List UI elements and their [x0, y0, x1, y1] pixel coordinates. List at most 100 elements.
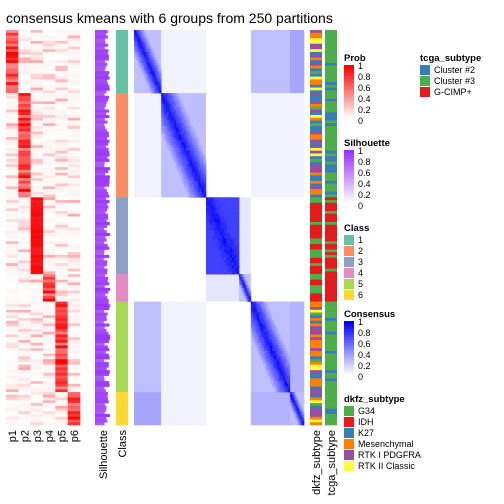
- consensus-cell: [168, 134, 170, 138]
- consensus-cell: [164, 120, 167, 124]
- consensus-cell: [203, 164, 206, 168]
- tcga-subtype-cell: [325, 216, 337, 220]
- silhouette-legend-tick: 1: [358, 146, 363, 156]
- prob-cell: [6, 158, 19, 162]
- consensus-cell: [142, 38, 144, 42]
- consensus-cell: [272, 328, 274, 333]
- consensus-cell: [163, 128, 165, 132]
- tcga-subtype-cell: [325, 189, 337, 193]
- prob-cell: [43, 202, 56, 206]
- consensus-cell: [282, 350, 285, 354]
- consensus-legend-swatch: [344, 354, 354, 358]
- consensus-cell: [169, 136, 171, 141]
- consensus-cell: [145, 68, 148, 72]
- consensus-legend-swatch: [344, 367, 354, 371]
- consensus-cell: [154, 90, 156, 94]
- consensus-cell: [217, 246, 220, 250]
- consensus-cell: [223, 213, 226, 217]
- prob-cell: [6, 389, 19, 393]
- consensus-cell: [274, 328, 276, 333]
- consensus-cell: [185, 147, 188, 151]
- consensus-cell: [141, 65, 143, 69]
- consensus-cell: [189, 150, 191, 154]
- consensus-cell: [142, 60, 144, 64]
- consensus-cell: [263, 309, 266, 313]
- consensus-cell: [143, 60, 145, 64]
- consensus-cell: [209, 238, 212, 242]
- consensus-cell: [268, 364, 271, 368]
- consensus-cell: [286, 378, 288, 382]
- consensus-cell: [148, 84, 150, 88]
- prob-cell: [43, 235, 56, 239]
- consensus-cell: [193, 164, 195, 168]
- consensus-cell: [171, 93, 174, 97]
- consensus-cell: [182, 150, 184, 154]
- consensus-cell: [234, 222, 236, 226]
- consensus-cell: [296, 419, 299, 423]
- consensus-cell: [220, 219, 222, 223]
- prob-cell: [18, 257, 31, 261]
- consensus-cell: [150, 82, 153, 86]
- consensus-cell: [176, 136, 178, 141]
- consensus-cell: [189, 131, 191, 135]
- consensus-cell: [144, 62, 147, 66]
- consensus-cell: [168, 117, 170, 121]
- consensus-cell: [209, 268, 212, 272]
- consensus-cell: [137, 40, 140, 45]
- prob-cell: [30, 304, 44, 308]
- prob-cell: [18, 285, 31, 289]
- prob-cell: [6, 216, 19, 220]
- prob-cell: [67, 145, 81, 149]
- consensus-cell: [210, 219, 213, 223]
- dkfz-subtype-legend-key: [344, 428, 354, 438]
- prob-cell: [6, 252, 19, 256]
- consensus-cell: [237, 200, 240, 204]
- consensus-cell: [190, 139, 193, 143]
- consensus-cell: [198, 172, 201, 176]
- consensus-cell: [208, 202, 210, 206]
- consensus-cell: [223, 227, 226, 231]
- consensus-cell: [213, 211, 215, 215]
- consensus-cell: [231, 224, 234, 228]
- prob-cell: [67, 104, 81, 108]
- prob-cell: [67, 222, 81, 226]
- consensus-cell: [273, 372, 275, 376]
- consensus-cell: [176, 156, 178, 160]
- consensus-cell: [213, 246, 215, 250]
- consensus-cell: [237, 213, 240, 217]
- consensus-cell: [164, 126, 167, 130]
- consensus-cell: [273, 359, 275, 363]
- prob-cell: [67, 372, 81, 376]
- tcga-subtype-cell: [325, 134, 337, 138]
- consensus-cell: [181, 142, 183, 146]
- prob-cell: [43, 328, 56, 333]
- prob-cell: [18, 249, 31, 253]
- silhouette-bar: [95, 156, 108, 160]
- consensus-cell: [221, 230, 223, 234]
- consensus-cell: [172, 150, 175, 154]
- dkfz-subtype-cell: [310, 156, 322, 160]
- consensus-cell: [170, 112, 173, 116]
- consensus-cell: [229, 208, 232, 212]
- consensus-cell: [269, 318, 272, 322]
- prob-cell: [6, 235, 19, 239]
- consensus-cell: [151, 79, 154, 83]
- consensus-cell: [268, 334, 271, 338]
- consensus-cell: [211, 257, 214, 261]
- consensus-cell: [207, 252, 209, 256]
- prob-legend-tick: 1: [358, 61, 363, 71]
- consensus-cell: [191, 145, 194, 149]
- dkfz-subtype-cell: [310, 189, 322, 193]
- consensus-cell: [299, 416, 301, 420]
- consensus-cell: [234, 257, 236, 261]
- consensus-cell: [233, 243, 235, 247]
- consensus-cell: [170, 98, 173, 102]
- consensus-cell: [226, 219, 228, 223]
- consensus-cell: [221, 268, 223, 272]
- prob-cell: [43, 189, 56, 193]
- consensus-cell: [194, 136, 196, 141]
- consensus-cell: [213, 222, 215, 226]
- consensus-cell: [155, 76, 157, 80]
- consensus-cell: [235, 224, 238, 228]
- consensus-cell: [185, 169, 188, 173]
